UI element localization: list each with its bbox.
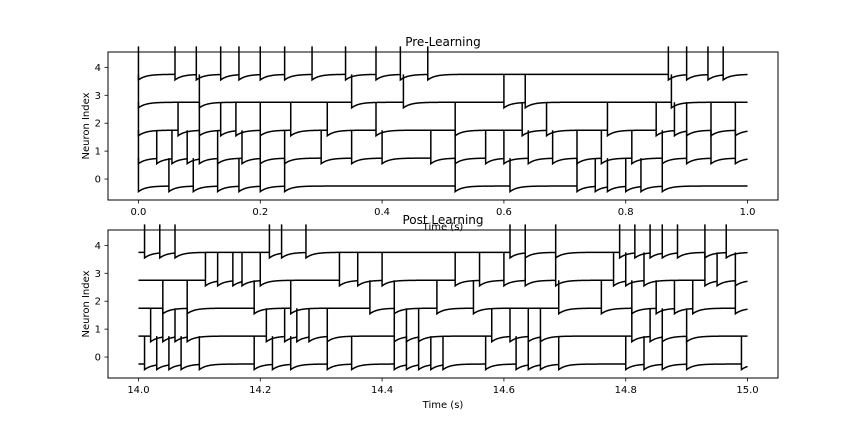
y-tick-label: 2 <box>95 297 101 308</box>
subplot-post-learning: 14.0 14.2 14.4 14.6 14.8 15.0 0 1 2 3 4 Post Lear… <box>81 213 779 411</box>
neuron-trace-0 <box>138 336 748 372</box>
neuron-trace-0 <box>137 158 748 194</box>
neuron-trace-1 <box>137 130 748 166</box>
subplot-title: Pre-Learning <box>405 35 481 49</box>
y-tick-label: 2 <box>95 119 101 130</box>
axes-frame <box>107 229 779 379</box>
x-axis-label: Time (s) <box>422 222 464 233</box>
y-axis-label: Neuron Index <box>81 92 92 159</box>
y-tick-label: 3 <box>95 91 101 102</box>
x-tick-label: 15.0 <box>736 385 758 396</box>
x-tick-label: 14.2 <box>249 385 271 396</box>
neuron-trace-1 <box>138 308 748 344</box>
x-tick-label: 1.0 <box>740 207 756 218</box>
y-tick-label: 1 <box>95 147 101 158</box>
x-ticks: 0.0 0.2 0.4 0.6 0.8 1.0 <box>131 200 756 218</box>
x-tick-label: 0.8 <box>618 207 634 218</box>
y-tick-label: 3 <box>95 269 101 280</box>
x-tick-label: 0.0 <box>131 207 147 218</box>
neuron-trace-4 <box>137 46 748 82</box>
neuron-trace-2 <box>137 102 748 138</box>
x-tick-label: 0.6 <box>496 207 512 218</box>
x-tick-label: 14.8 <box>615 385 637 396</box>
x-axis-label: Time (s) <box>422 400 464 411</box>
neuron-trace-4 <box>138 224 748 260</box>
x-tick-label: 14.6 <box>493 385 515 396</box>
axes-frame <box>107 51 779 201</box>
neuron-trace-3 <box>138 252 748 288</box>
y-tick-label: 0 <box>95 353 101 364</box>
y-ticks: 0 1 2 3 4 <box>95 241 108 364</box>
y-tick-label: 4 <box>95 241 101 252</box>
spike-traces <box>137 46 748 194</box>
x-tick-label: 14.4 <box>371 385 393 396</box>
neuron-trace-2 <box>138 280 748 316</box>
y-axis-label: Neuron Index <box>81 270 92 337</box>
x-tick-label: 0.4 <box>374 207 390 218</box>
subplot-pre-learning: Pre-Learning 0.0 0.2 0.4 0.6 0.8 1.0 0 1 2 3 4 Ti… <box>81 35 779 233</box>
subplot-title: Post Learning <box>402 213 483 227</box>
x-tick-label: 14.0 <box>127 385 149 396</box>
x-ticks: 14.0 14.2 14.4 14.6 14.8 15.0 <box>127 378 759 396</box>
y-ticks: 0 1 2 3 4 <box>95 63 108 186</box>
spike-traces <box>138 224 748 372</box>
y-tick-label: 0 <box>95 175 101 186</box>
y-tick-label: 4 <box>95 63 101 74</box>
x-tick-label: 0.2 <box>252 207 268 218</box>
y-tick-label: 1 <box>95 325 101 336</box>
neuron-trace-3 <box>137 74 748 110</box>
